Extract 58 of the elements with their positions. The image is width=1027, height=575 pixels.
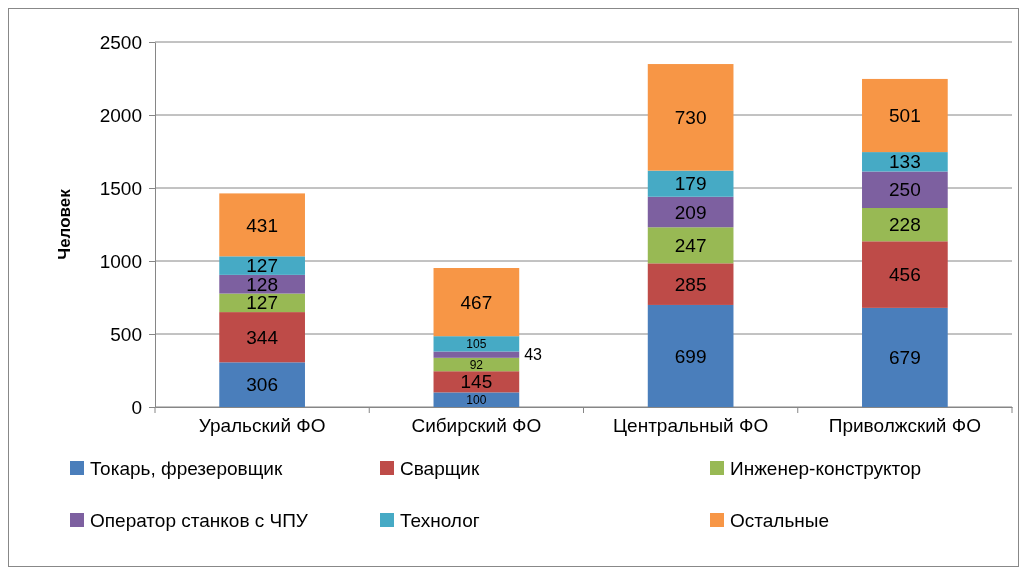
y-tick-label: 1000	[99, 250, 142, 272]
bar	[862, 307, 948, 407]
data-label: 43	[524, 346, 543, 364]
x-tick-label: Приволжский ФО	[828, 415, 981, 436]
bar	[862, 241, 948, 308]
data-label: 209	[674, 201, 707, 223]
y-tick-label: 0	[131, 396, 142, 418]
bar	[219, 193, 305, 257]
data-label: 306	[246, 374, 278, 396]
legend-label: Технолог	[400, 509, 480, 531]
bar	[433, 336, 520, 352]
legend-label: Сварщик	[400, 457, 480, 479]
y-tick-label: 2000	[99, 104, 142, 126]
y-axis-title: Человек	[55, 188, 74, 260]
bar	[862, 152, 948, 172]
bar	[862, 208, 948, 242]
bar	[219, 362, 305, 407]
y-tick-label: 1500	[99, 177, 142, 199]
data-label: 179	[674, 173, 707, 195]
bar	[647, 227, 734, 264]
bar	[219, 312, 305, 363]
x-tick-label: Центральный ФО	[613, 415, 769, 436]
y-tick-label: 2500	[99, 31, 142, 53]
bar	[647, 64, 734, 171]
data-label: 730	[674, 106, 707, 128]
data-label: 105	[466, 337, 487, 352]
data-label: 501	[889, 105, 921, 127]
bar	[433, 351, 520, 358]
data-label: 467	[460, 291, 493, 313]
legend-label: Остальные	[730, 509, 830, 531]
bar	[433, 392, 520, 407]
data-label: 247	[674, 234, 707, 256]
data-label: 431	[246, 214, 278, 236]
data-label: 699	[674, 345, 707, 367]
bar	[862, 78, 948, 153]
x-tick-label: Сибирский ФО	[411, 415, 542, 436]
data-label: 285	[674, 273, 707, 295]
bar	[862, 171, 948, 208]
data-label: 456	[889, 264, 921, 286]
data-label: 127	[246, 292, 278, 314]
y-tick-label: 500	[110, 323, 142, 345]
legend-label: Токарь, фрезеровщик	[90, 457, 283, 479]
bar	[433, 268, 520, 337]
data-label: 344	[246, 326, 279, 348]
x-tick-label: Уральский ФО	[198, 415, 326, 436]
bar	[647, 304, 734, 407]
bar	[219, 256, 305, 275]
data-label: 228	[889, 214, 921, 236]
data-label: 100	[466, 392, 487, 407]
legend-label: Оператор станков с ЧПУ	[90, 509, 309, 531]
data-label: 679	[889, 347, 921, 369]
legend-label: Инженер-конструктор	[730, 457, 922, 479]
data-label: 133	[889, 151, 921, 173]
bar	[647, 170, 734, 197]
data-label: 92	[469, 357, 484, 372]
data-label: 250	[889, 179, 921, 201]
bar	[647, 263, 734, 305]
data-label: 145	[460, 371, 493, 393]
